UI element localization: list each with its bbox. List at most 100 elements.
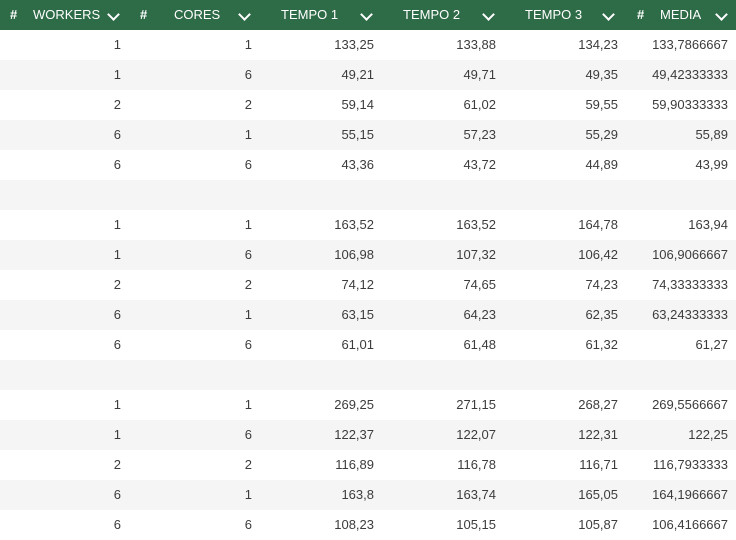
cell-tempo2[interactable]: 107,32	[456, 247, 496, 262]
cell-cores[interactable]	[125, 180, 252, 210]
cell-tempo3[interactable]: 268,27	[578, 397, 618, 412]
cell-tempo2[interactable]: 133,88	[456, 37, 496, 52]
sort-chevron-down-icon[interactable]	[715, 8, 728, 21]
cell-workers[interactable]: 1	[113, 217, 121, 232]
cell-media[interactable]: 49,42333333	[652, 67, 728, 82]
cell-tempo3[interactable]: 116,71	[579, 457, 618, 472]
cell-tempo1[interactable]: 122,37	[334, 427, 374, 442]
cell-tempo3[interactable]: 44,89	[585, 157, 618, 172]
cell-cores[interactable]: 6	[244, 427, 252, 442]
cell-cores[interactable]: 6	[244, 157, 252, 172]
cell-media[interactable]: 55,89	[695, 127, 728, 142]
cell-tempo3[interactable]: 164,78	[578, 217, 618, 232]
cell-tempo3[interactable]	[500, 180, 618, 210]
sort-chevron-down-icon[interactable]	[107, 8, 120, 21]
cell-media[interactable]: 106,4166667	[652, 517, 728, 532]
cell-tempo2[interactable]	[378, 180, 496, 210]
cell-tempo1[interactable]	[256, 360, 374, 390]
column-header-tempo3[interactable]: TEMPO 3	[500, 0, 622, 30]
cell-tempo2[interactable]: 163,52	[456, 217, 496, 232]
cell-workers[interactable]: 6	[113, 487, 121, 502]
cell-tempo3[interactable]: 62,35	[585, 307, 618, 322]
cell-workers[interactable]: 2	[113, 277, 121, 292]
cell-tempo2[interactable]: 105,15	[456, 517, 496, 532]
cell-workers[interactable]: 1	[113, 67, 121, 82]
cell-tempo3[interactable]: 105,87	[578, 517, 618, 532]
cell-cores[interactable]: 1	[244, 487, 252, 502]
cell-media[interactable]: 163,94	[688, 217, 728, 232]
cell-media[interactable]: 43,99	[695, 157, 728, 172]
sort-chevron-down-icon[interactable]	[482, 8, 495, 21]
cell-tempo3[interactable]: 165,05	[578, 487, 618, 502]
cell-cores[interactable]: 6	[244, 67, 252, 82]
cell-cores[interactable]: 2	[244, 97, 252, 112]
cell-tempo3[interactable]: 74,23	[585, 277, 618, 292]
cell-cores[interactable]: 1	[244, 217, 252, 232]
cell-tempo2[interactable]: 57,23	[463, 127, 496, 142]
column-header-tempo1[interactable]: TEMPO 1	[256, 0, 378, 30]
cell-workers[interactable]: 6	[113, 307, 121, 322]
cell-tempo1[interactable]: 163,52	[334, 217, 374, 232]
cell-tempo1[interactable]	[256, 180, 374, 210]
cell-tempo2[interactable]: 122,07	[456, 427, 496, 442]
cell-workers[interactable]: 1	[113, 397, 121, 412]
cell-media[interactable]: 59,90333333	[652, 97, 728, 112]
sort-chevron-down-icon[interactable]	[360, 8, 373, 21]
column-header-tempo2[interactable]: TEMPO 2	[378, 0, 500, 30]
cell-workers[interactable]: 2	[113, 457, 121, 472]
cell-media[interactable]	[622, 360, 728, 390]
cell-tempo1[interactable]: 49,21	[341, 67, 374, 82]
cell-tempo1[interactable]: 55,15	[341, 127, 374, 142]
column-header-workers[interactable]: # WORKERS	[0, 0, 125, 30]
cell-tempo1[interactable]: 74,12	[341, 277, 374, 292]
cell-tempo3[interactable]: 134,23	[578, 37, 618, 52]
cell-media[interactable]: 61,27	[695, 337, 728, 352]
cell-tempo1[interactable]: 116,89	[335, 457, 374, 472]
cell-tempo3[interactable]: 55,29	[585, 127, 618, 142]
cell-workers[interactable]: 6	[113, 337, 121, 352]
cell-cores[interactable]: 1	[244, 307, 252, 322]
cell-tempo3[interactable]: 106,42	[578, 247, 618, 262]
cell-cores[interactable]: 2	[244, 277, 252, 292]
cell-tempo2[interactable]: 43,72	[463, 157, 496, 172]
cell-tempo1[interactable]: 43,36	[341, 157, 374, 172]
cell-tempo2[interactable]: 64,23	[463, 307, 496, 322]
cell-tempo1[interactable]: 108,23	[334, 517, 374, 532]
cell-tempo2[interactable]: 61,02	[463, 97, 496, 112]
cell-workers[interactable]: 6	[113, 127, 121, 142]
cell-tempo1[interactable]: 63,15	[341, 307, 374, 322]
cell-media[interactable]: 116,7933333	[653, 457, 728, 472]
column-header-media[interactable]: # MEDIA	[622, 0, 736, 30]
cell-media[interactable]: 164,1966667	[652, 487, 728, 502]
cell-tempo2[interactable]: 163,74	[456, 487, 496, 502]
cell-tempo3[interactable]: 49,35	[585, 67, 618, 82]
cell-cores[interactable]: 1	[244, 37, 252, 52]
cell-tempo3[interactable]: 61,32	[585, 337, 618, 352]
cell-cores[interactable]: 6	[244, 337, 252, 352]
cell-media[interactable]: 133,7866667	[652, 37, 728, 52]
cell-cores[interactable]: 6	[244, 517, 252, 532]
cell-workers[interactable]	[0, 360, 121, 390]
cell-media[interactable]: 269,5566667	[652, 397, 728, 412]
cell-cores[interactable]: 1	[244, 397, 252, 412]
cell-media[interactable]: 63,24333333	[652, 307, 728, 322]
cell-workers[interactable]: 1	[113, 247, 121, 262]
cell-tempo1[interactable]: 269,25	[334, 397, 374, 412]
cell-cores[interactable]	[125, 360, 252, 390]
cell-tempo3[interactable]: 122,31	[578, 427, 618, 442]
cell-tempo1[interactable]: 163,8	[341, 487, 374, 502]
column-header-cores[interactable]: # CORES	[125, 0, 256, 30]
cell-workers[interactable]: 6	[113, 157, 121, 172]
cell-tempo1[interactable]: 106,98	[334, 247, 374, 262]
cell-media[interactable]: 74,33333333	[652, 277, 728, 292]
cell-tempo1[interactable]: 61,01	[341, 337, 374, 352]
cell-workers[interactable]: 2	[113, 97, 121, 112]
cell-tempo2[interactable]: 61,48	[463, 337, 496, 352]
cell-workers[interactable]: 1	[113, 37, 121, 52]
cell-cores[interactable]: 6	[244, 247, 252, 262]
cell-cores[interactable]: 1	[244, 127, 252, 142]
cell-tempo2[interactable]: 271,15	[456, 397, 496, 412]
cell-cores[interactable]: 2	[244, 457, 252, 472]
sort-chevron-down-icon[interactable]	[238, 8, 251, 21]
cell-tempo2[interactable]: 116,78	[457, 457, 496, 472]
